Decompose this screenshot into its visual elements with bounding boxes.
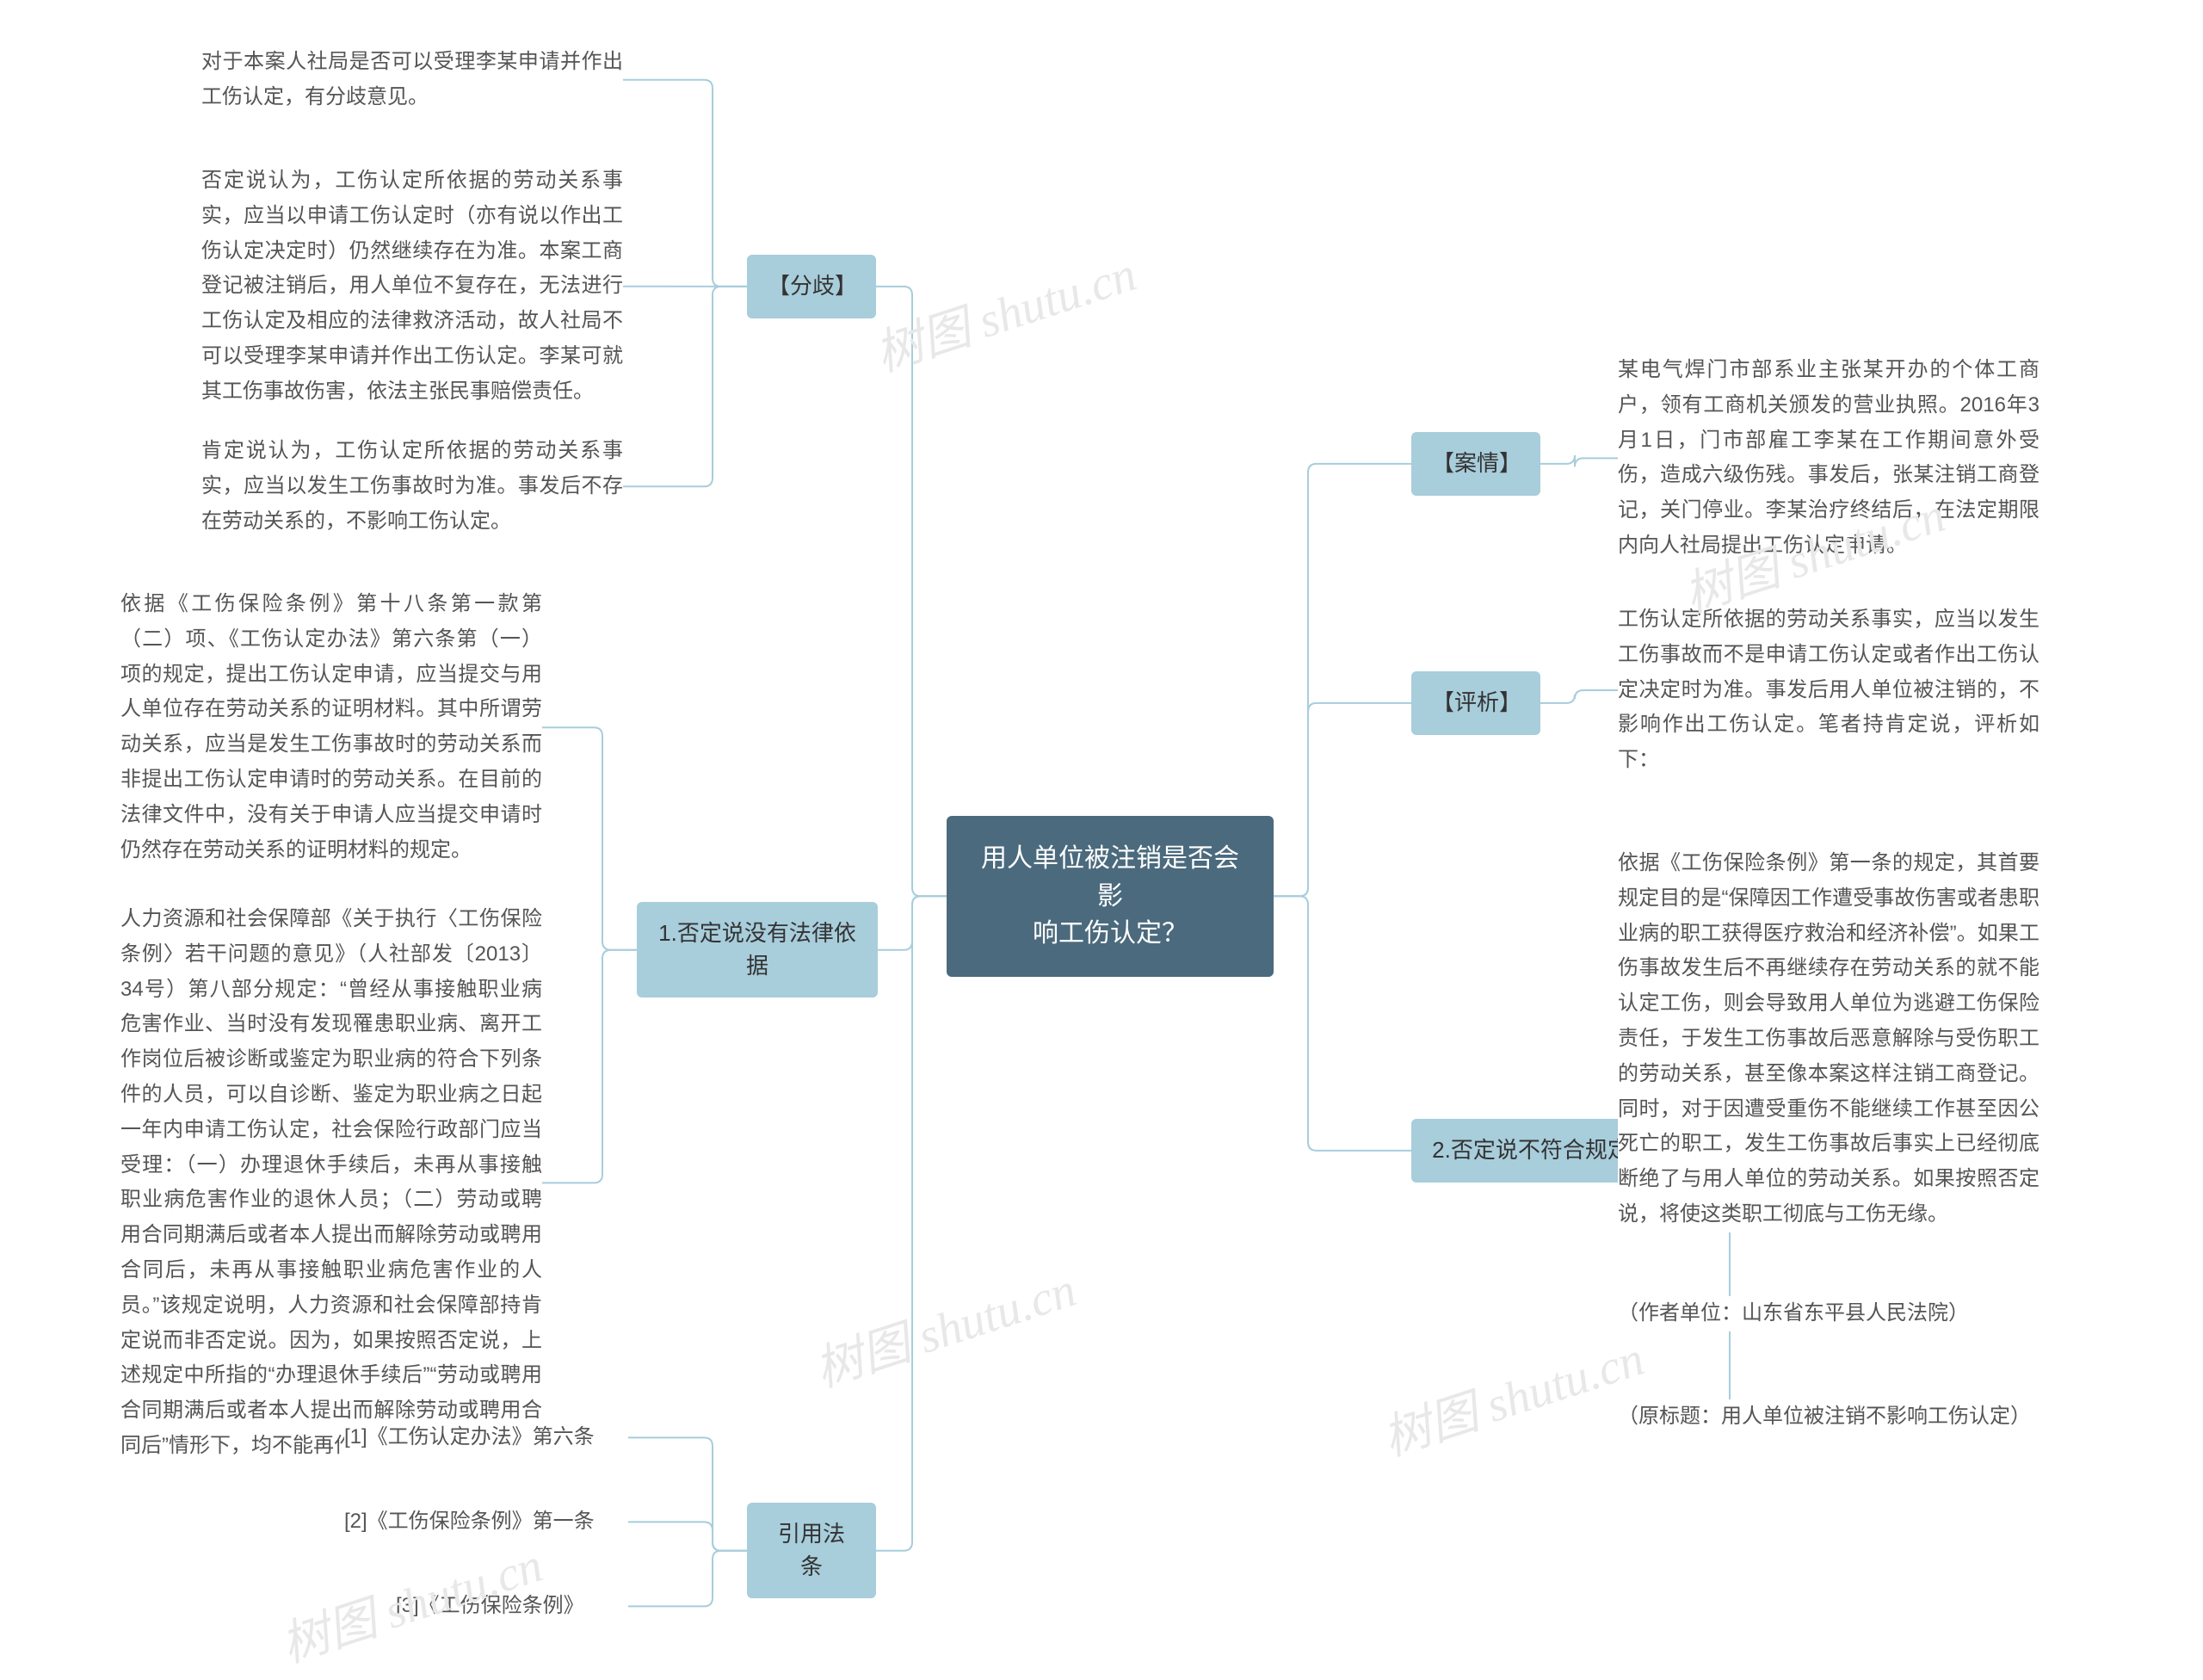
branch-cite: 引用法条 (747, 1503, 876, 1598)
leaf-dispute-b: 否定说认为，工伤认定所依据的劳动关系事实，应当以申请工伤认定时（亦有说以作出工伤… (201, 164, 623, 410)
leaf-cite-b: [2]《工伤保险条例》第一条 (344, 1504, 628, 1540)
leaf-analysis-text: 工伤认定所依据的劳动关系事实，应当以发生工伤事故而不是申请工伤认定或者作出工伤认… (1618, 602, 2039, 778)
watermark: 树图 shutu.cn (865, 235, 1144, 385)
branch-case: 【案情】 (1411, 432, 1540, 496)
leaf-neg1-a: 依据《工伤保险条例》第十八条第一款第（二）项、《工伤认定办法》第六条第（一）项的… (120, 587, 542, 868)
watermark: 树图 shutu.cn (1373, 1319, 1651, 1469)
branch-dispute: 【分歧】 (747, 255, 876, 318)
leaf-cite-c: [3]《工伤保险条例》 (396, 1589, 628, 1624)
root-line2: 响工伤认定？ (972, 915, 1248, 953)
branch-analysis: 【评析】 (1411, 671, 1540, 735)
leaf-neg1-b: 人力资源和社会保障部《关于执行〈工伤保险条例〉若干问题的意见》（人社部发〔201… (120, 902, 542, 1464)
leaf-dispute-a: 对于本案人社局是否可以受理李某申请并作出工伤认定，有分歧意见。 (201, 45, 623, 115)
leaf-neg2-a: 依据《工伤保险条例》第一条的规定，其首要规定目的是“保障因工作遭受事故伤害或者患… (1618, 846, 2039, 1232)
root-node: 用人单位被注销是否会影 响工伤认定？ (947, 816, 1274, 977)
root-line1: 用人单位被注销是否会影 (972, 840, 1248, 915)
branch-neg1: 1.否定说没有法律依据 (637, 902, 878, 998)
leaf-cite-a: [1]《工伤认定办法》第六条 (344, 1420, 628, 1455)
leaf-case-text: 某电气焊门市部系业主张某开办的个体工商户，领有工商机关颁发的营业执照。2016年… (1618, 353, 2039, 564)
leaf-neg2-c: （原标题：用人单位被注销不影响工伤认定） (1618, 1399, 2065, 1435)
watermark: 树图 shutu.cn (805, 1251, 1083, 1400)
leaf-neg2-b: （作者单位：山东省东平县人民法院） (1618, 1296, 2039, 1331)
leaf-dispute-c: 肯定说认为，工伤认定所依据的劳动关系事实，应当以发生工伤事故时为准。事发后不存在… (201, 434, 623, 539)
